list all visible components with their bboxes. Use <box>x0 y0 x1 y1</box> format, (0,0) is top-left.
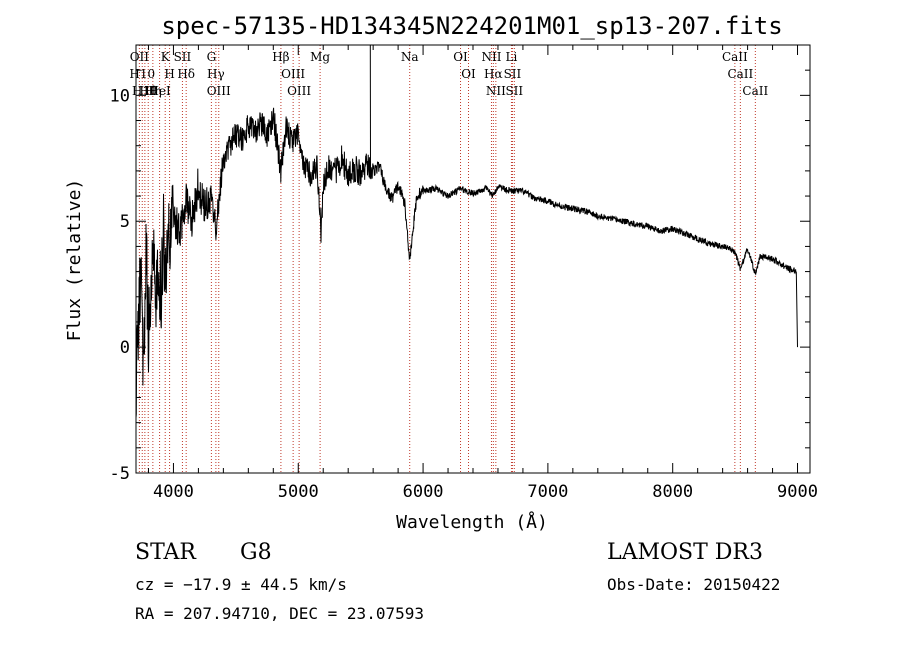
object-class: STAR <box>135 540 196 565</box>
survey-name: LAMOST DR3 <box>607 540 763 565</box>
line-marker-label: Li <box>506 50 518 64</box>
line-marker-label: K <box>161 50 171 64</box>
line-marker-label: Na <box>401 50 419 64</box>
y-tick-label: 5 <box>120 212 130 232</box>
y-tick-label: -5 <box>110 464 130 484</box>
line-marker-label: Hθ <box>139 84 157 98</box>
line-marker-label: Hγ <box>207 67 225 81</box>
x-tick-label: 9000 <box>777 482 818 502</box>
line-marker-label: OIII <box>207 84 231 98</box>
line-marker-label: H <box>164 67 174 81</box>
line-marker-label: CaII <box>722 50 748 64</box>
line-marker-label: H10 <box>129 67 155 81</box>
line-marker-label: Hα <box>484 67 503 81</box>
line-marker-label: Mg <box>310 50 330 64</box>
line-marker-label: Hη <box>144 84 162 98</box>
x-axis-ticks: 4000 5000 6000 7000 8000 9000 <box>147 45 818 502</box>
line-marker-label: OI <box>461 67 476 81</box>
x-tick-label: 4000 <box>153 482 194 502</box>
x-tick-label: 7000 <box>527 482 568 502</box>
chart-title: spec-57135-HD134345N224201M01_sp13-207.f… <box>161 12 782 40</box>
line-marker-label: SII <box>504 67 522 81</box>
line-marker-label: G <box>207 50 217 64</box>
x-axis-label: Wavelength (Å) <box>396 511 548 533</box>
line-marker-label: CaII <box>727 67 753 81</box>
plot-frame <box>135 44 811 474</box>
coordinates: RA = 207.94710, DEC = 23.07593 <box>135 604 424 623</box>
line-marker-label: SII <box>174 50 192 64</box>
line-marker-label: HeI <box>148 84 171 98</box>
spectrum-line <box>135 44 798 418</box>
line-marker-label: Hδ <box>177 67 195 81</box>
spectral-subclass: G8 <box>240 540 272 565</box>
line-marker-label: OIII <box>287 84 311 98</box>
y-tick-label: 10 <box>110 86 130 106</box>
line-markers <box>138 45 756 473</box>
line-marker-label: NII <box>481 50 501 64</box>
y-axis-ticks: -5 0 5 10 <box>110 44 810 484</box>
line-marker-label: NII <box>486 84 506 98</box>
line-marker-label: SII <box>505 84 523 98</box>
line-marker-label: Hβ <box>272 50 289 64</box>
line-marker-label: OIII <box>281 67 305 81</box>
line-marker-labels: OIIH10H11HθHηHeIKHSIIHδGHγOIIIHβOIIIOIII… <box>129 50 768 98</box>
x-tick-label: 8000 <box>652 482 693 502</box>
line-marker-label: CaII <box>742 84 768 98</box>
redshift-value: cz = −17.9 ± 44.5 km/s <box>135 575 347 594</box>
line-marker-label: OI <box>453 50 468 64</box>
line-marker-label: OII <box>130 50 150 64</box>
y-axis-label: Flux (relative) <box>64 179 85 342</box>
y-tick-label: 0 <box>120 338 130 358</box>
x-tick-label: 6000 <box>403 482 444 502</box>
x-tick-label: 5000 <box>278 482 319 502</box>
line-marker-label: H11 <box>132 84 158 98</box>
observation-date: Obs-Date: 20150422 <box>607 575 781 594</box>
